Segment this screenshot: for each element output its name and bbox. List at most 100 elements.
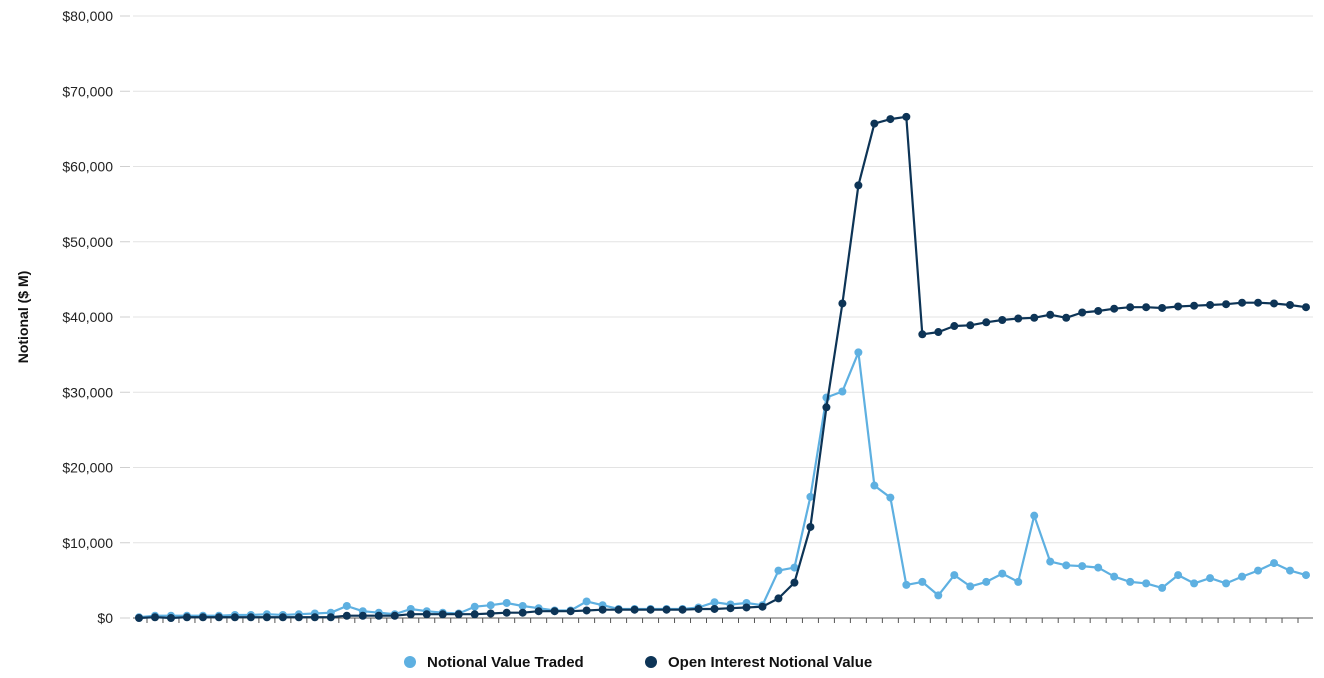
data-point bbox=[502, 598, 511, 607]
data-point bbox=[582, 597, 591, 606]
data-point bbox=[646, 605, 655, 614]
data-point bbox=[790, 563, 799, 572]
data-point bbox=[774, 594, 783, 603]
data-point bbox=[1030, 511, 1039, 520]
data-point bbox=[1142, 579, 1151, 588]
data-point bbox=[582, 606, 591, 615]
data-point bbox=[1078, 308, 1087, 317]
data-point bbox=[710, 598, 719, 607]
data-point bbox=[518, 601, 527, 610]
data-point bbox=[934, 328, 943, 337]
data-point bbox=[1110, 304, 1119, 313]
data-point bbox=[710, 604, 719, 613]
data-point bbox=[1126, 577, 1135, 586]
y-tick-label: $70,000 bbox=[62, 83, 113, 99]
data-point bbox=[1174, 302, 1183, 311]
data-point bbox=[854, 348, 863, 357]
data-point bbox=[1158, 303, 1167, 312]
data-point bbox=[966, 321, 975, 330]
data-point bbox=[1190, 301, 1199, 310]
data-point bbox=[934, 591, 943, 600]
data-point bbox=[486, 601, 495, 610]
data-point bbox=[1254, 566, 1263, 575]
data-point bbox=[966, 582, 975, 591]
data-point bbox=[918, 577, 927, 586]
legend-marker bbox=[404, 656, 416, 668]
data-point bbox=[1094, 563, 1103, 572]
data-point bbox=[566, 607, 575, 616]
data-point bbox=[406, 610, 415, 619]
y-tick-label: $60,000 bbox=[62, 159, 113, 175]
data-point bbox=[390, 611, 399, 620]
data-point bbox=[1142, 303, 1151, 312]
data-point bbox=[1158, 583, 1167, 592]
data-point bbox=[342, 611, 351, 620]
data-point bbox=[694, 604, 703, 613]
legend-marker bbox=[645, 656, 657, 668]
y-tick-label: $20,000 bbox=[62, 460, 113, 476]
data-point bbox=[998, 316, 1007, 325]
data-point bbox=[742, 603, 751, 612]
legend-label: Notional Value Traded bbox=[427, 654, 584, 671]
data-point bbox=[1206, 300, 1215, 309]
data-point bbox=[758, 602, 767, 611]
data-point bbox=[1206, 574, 1215, 583]
data-point bbox=[870, 119, 879, 128]
data-point bbox=[886, 493, 895, 502]
data-point bbox=[1302, 571, 1310, 580]
data-point bbox=[1062, 561, 1071, 570]
gridlines bbox=[133, 15, 1313, 544]
data-point bbox=[246, 613, 255, 622]
data-point bbox=[166, 614, 175, 622]
data-point bbox=[310, 613, 319, 622]
y-tick-label: $30,000 bbox=[62, 384, 113, 400]
y-tick-label: $80,000 bbox=[62, 8, 113, 24]
data-point bbox=[438, 610, 447, 619]
data-point bbox=[550, 607, 559, 616]
data-point bbox=[854, 181, 863, 190]
data-point bbox=[1014, 314, 1023, 323]
y-tick-label: $0 bbox=[97, 610, 113, 626]
data-point bbox=[726, 604, 735, 613]
data-point bbox=[182, 613, 191, 622]
data-point bbox=[982, 318, 991, 327]
data-point bbox=[1286, 566, 1295, 575]
data-point bbox=[902, 112, 911, 121]
data-point bbox=[1030, 313, 1039, 322]
y-axis: $0 $10,000 $20,000 $30,000 $40,000 $50,000 $60… bbox=[62, 8, 130, 626]
y-tick-label: $50,000 bbox=[62, 234, 113, 250]
data-point bbox=[950, 571, 959, 580]
data-point bbox=[998, 569, 1007, 578]
data-point bbox=[470, 602, 479, 611]
data-point bbox=[422, 610, 431, 619]
data-point bbox=[534, 607, 543, 616]
data-point bbox=[838, 387, 847, 396]
data-point bbox=[342, 601, 351, 610]
y-tick-label: $40,000 bbox=[62, 309, 113, 325]
data-point bbox=[870, 481, 879, 490]
data-point bbox=[982, 577, 991, 586]
x-axis bbox=[133, 617, 1313, 623]
data-point bbox=[150, 613, 159, 622]
data-point bbox=[806, 492, 815, 501]
data-point bbox=[1238, 298, 1247, 307]
data-point bbox=[454, 610, 463, 619]
data-point bbox=[1078, 562, 1087, 571]
legend-label: Open Interest Notional Value bbox=[668, 654, 872, 671]
data-point bbox=[838, 299, 847, 308]
data-point bbox=[678, 605, 687, 614]
data-point bbox=[1222, 300, 1231, 309]
data-point bbox=[662, 605, 671, 614]
data-point bbox=[918, 330, 927, 339]
data-point bbox=[598, 605, 607, 614]
y-axis-title: Notional ($ M) bbox=[15, 271, 31, 364]
data-point bbox=[1238, 572, 1247, 581]
data-point bbox=[1014, 577, 1023, 586]
data-point bbox=[1254, 298, 1263, 307]
data-point bbox=[214, 613, 223, 622]
data-point bbox=[774, 566, 783, 575]
data-point bbox=[1302, 303, 1310, 312]
data-point bbox=[950, 322, 959, 331]
